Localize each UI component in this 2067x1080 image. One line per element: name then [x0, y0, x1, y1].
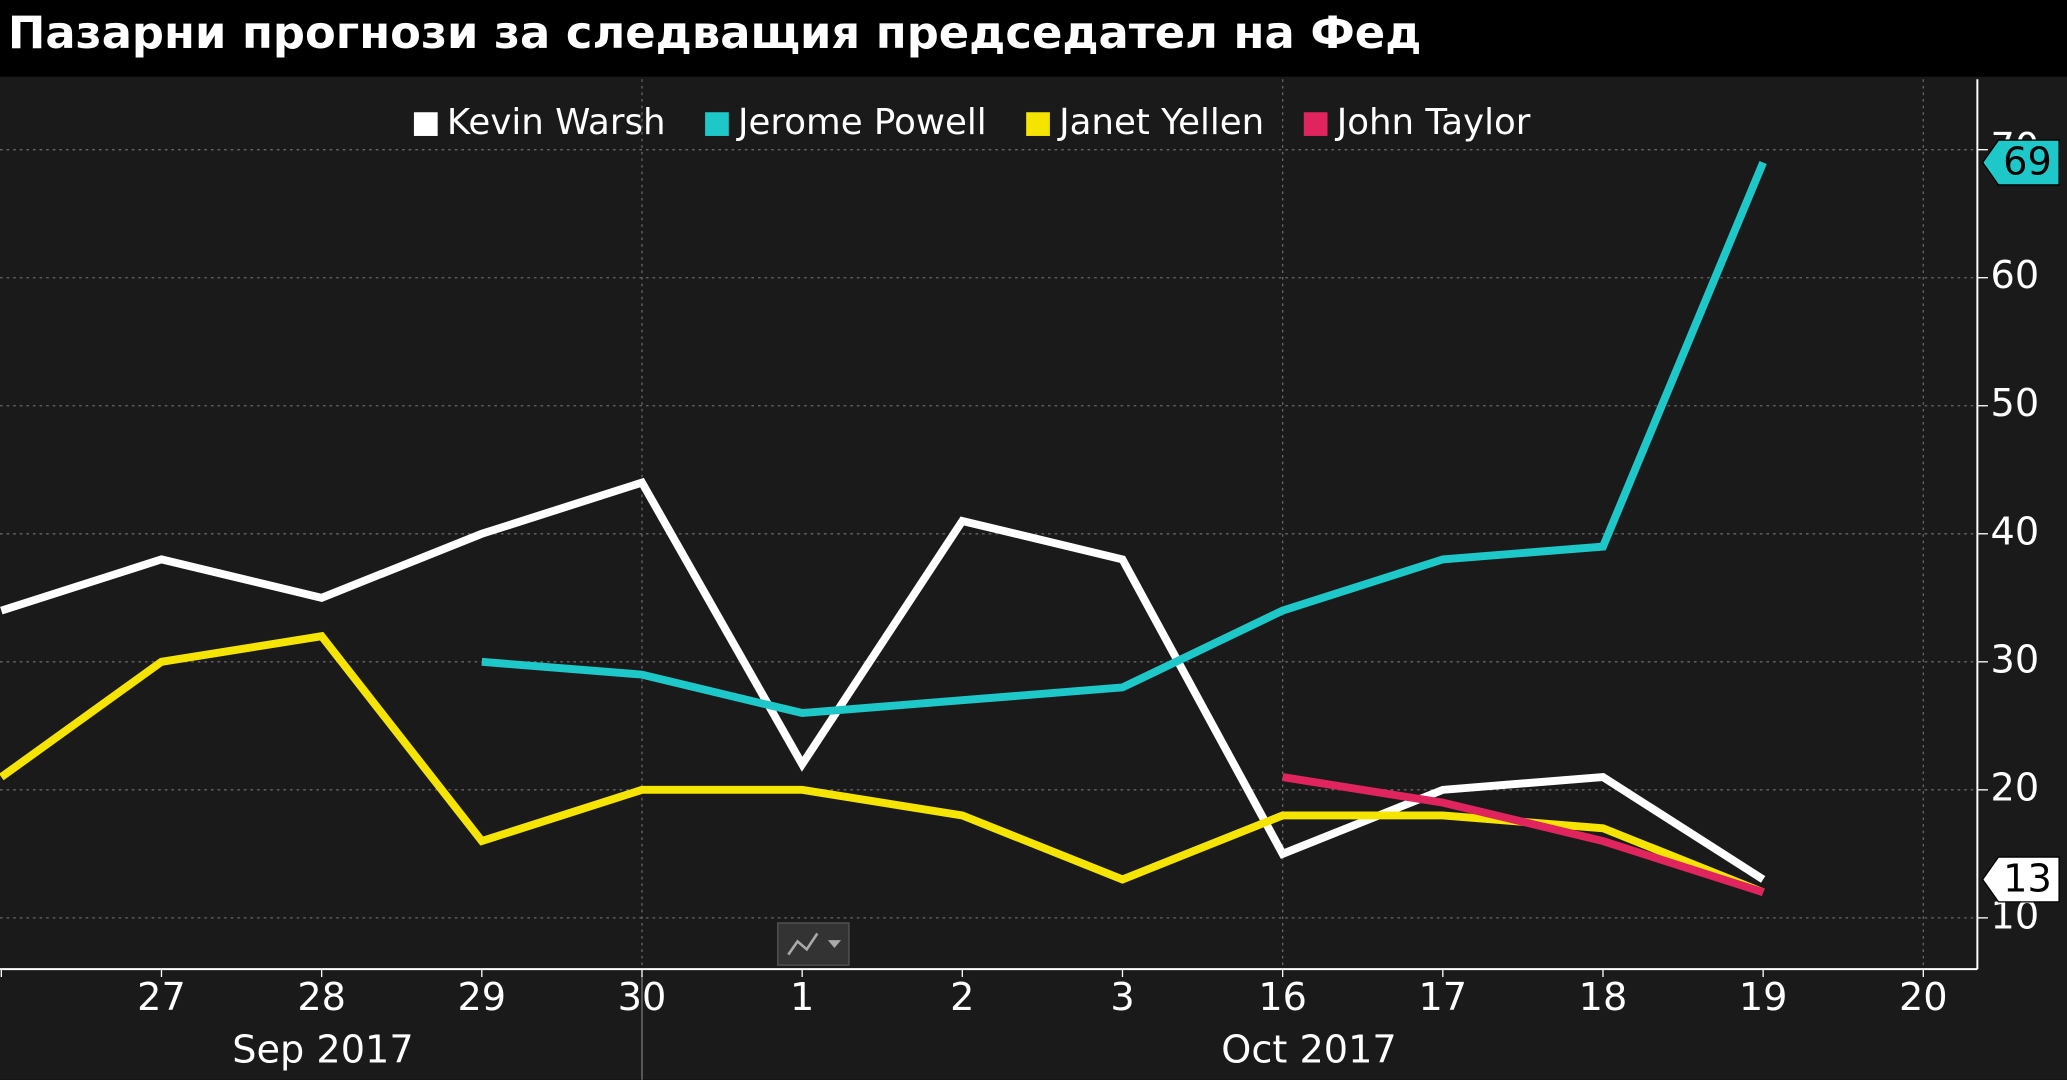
x-tick-label: 20: [1899, 976, 1948, 1020]
series-line: [1282, 773, 1765, 897]
series-line: [481, 160, 1767, 718]
chart-title: Пазарни прогнози за следващия председате…: [8, 6, 1421, 59]
x-tick-label: 17: [1418, 976, 1467, 1020]
x-tick-label: 27: [137, 976, 186, 1020]
value-label: 13: [2003, 857, 2052, 901]
legend-label: John Taylor: [1335, 102, 1531, 143]
y-tick-label: 50: [1991, 382, 2040, 426]
x-tick-label: 30: [618, 976, 667, 1020]
value-label: 69: [2003, 140, 2052, 184]
series-line: [0, 477, 1766, 883]
x-tick-label: 19: [1739, 976, 1788, 1020]
y-tick-label: 60: [1991, 254, 2040, 298]
month-label: Oct 2017: [1221, 1029, 1396, 1073]
x-tick-label: 2: [950, 976, 974, 1020]
legend-swatch: [1026, 112, 1050, 136]
title-bar: [0, 0, 2067, 77]
x-tick-label: 1: [790, 976, 814, 1020]
legend-label: Kevin Warsh: [447, 102, 666, 143]
legend-label: Jerome Powell: [736, 102, 987, 143]
month-label: Sep 2017: [232, 1029, 413, 1073]
series-line: [0, 631, 1765, 896]
y-tick-label: 30: [1991, 638, 2040, 682]
x-tick-label: 28: [297, 976, 346, 1020]
legend-swatch: [413, 112, 438, 136]
x-tick-label: 3: [1110, 976, 1134, 1020]
x-tick-label: 18: [1579, 976, 1628, 1020]
value-tag: [1981, 139, 2060, 186]
legend-swatch: [1303, 112, 1328, 136]
x-tick-label: 16: [1258, 976, 1307, 1020]
value-tag: [1981, 856, 2060, 903]
chart-type-button[interactable]: [777, 922, 850, 966]
legend-label: Janet Yellen: [1057, 102, 1264, 143]
legend-swatch: [705, 112, 729, 136]
y-tick-label: 40: [1991, 510, 2040, 554]
x-tick-label: 29: [457, 976, 506, 1020]
y-tick-label: 20: [1991, 766, 2040, 810]
